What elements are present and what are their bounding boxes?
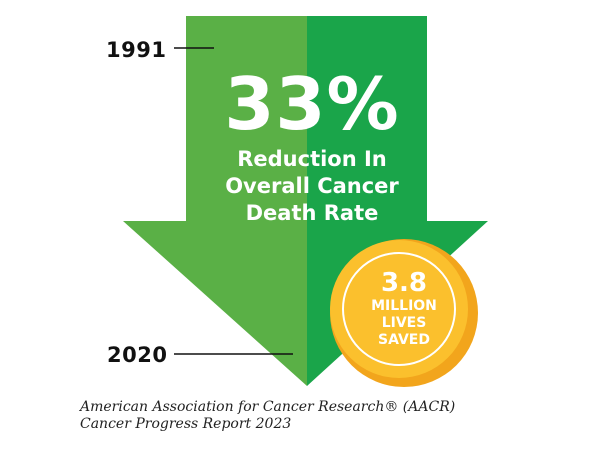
lives-saved-number: 3.8	[380, 268, 428, 298]
source-line-2: Cancer Progress Report 2023	[80, 416, 292, 432]
lives-saved-line-2: LIVES	[381, 315, 427, 331]
lives-saved-badge	[330, 239, 478, 387]
source-line-1: American Association for Cancer Research…	[80, 399, 456, 415]
source-citation: American Association for Cancer Research…	[80, 399, 455, 433]
reduction-caption-line-3: Death Rate	[245, 201, 379, 225]
badge-inner-circle	[330, 240, 468, 378]
reduction-caption-line-1: Reduction In	[237, 147, 387, 171]
start-year-label: 1991	[106, 38, 167, 62]
lives-saved-line-1: MILLION	[371, 298, 437, 314]
down-arrow-left-half	[123, 16, 307, 386]
reduction-caption-line-2: Overall Cancer	[225, 174, 399, 198]
reduction-percent: 33%	[224, 62, 400, 146]
badge-ring	[342, 252, 456, 366]
reduction-caption: Reduction In Overall Cancer Death Rate	[184, 146, 440, 227]
lives-saved-text: 3.8 MILLION LIVES SAVED	[344, 268, 464, 349]
lives-saved-line-3: SAVED	[378, 332, 430, 348]
end-year-label: 2020	[107, 343, 168, 367]
